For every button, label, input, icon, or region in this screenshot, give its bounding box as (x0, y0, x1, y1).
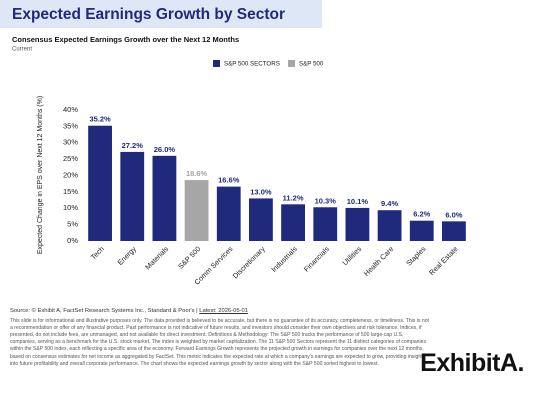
x-tick-label: Discretionary (231, 244, 267, 280)
y-tick-label: 40% (63, 105, 78, 114)
legend-swatch (288, 60, 295, 67)
value-label: 27.2% (122, 141, 144, 150)
legend-label: S&P 500 (299, 61, 324, 68)
x-tick-label: Financials (302, 244, 332, 274)
chart-title: Expected Earnings Growth by Sector (12, 6, 285, 23)
x-tick-label: Real Estate (427, 244, 460, 277)
chart: Expected Earnings Growth by Sector Conse… (0, 0, 466, 287)
bar (377, 210, 402, 241)
logo: ExhibitA. (420, 349, 524, 377)
bar (88, 125, 112, 241)
title-banner (0, 0, 322, 28)
disclaimer: This slide is for informational and illu… (10, 318, 429, 367)
x-tick-label: Staples (404, 244, 428, 268)
value-label: 16.6% (218, 176, 240, 185)
y-tick-label: 35% (63, 121, 78, 130)
x-tick-label: Industrials (269, 244, 299, 274)
y-tick-label: 25% (63, 154, 78, 163)
value-label: 10.3% (315, 196, 337, 205)
source: Source: © Exhibit A, FactSet Research Sy… (10, 308, 430, 315)
y-tick-label: 0% (67, 236, 78, 245)
bar (313, 207, 338, 241)
bar (184, 180, 209, 241)
y-axis-label: Expected Change in EPS over Next 12 Mont… (37, 96, 44, 254)
y-tick-label: 20% (63, 170, 78, 179)
value-label: 10.1% (347, 197, 369, 206)
y-tick-label: 5% (67, 220, 78, 229)
value-label: 35.2% (89, 115, 111, 124)
bar (152, 155, 177, 241)
x-tick-label: Energy (116, 244, 139, 267)
bar (120, 151, 145, 241)
legend-label: S&P 500 SECTORS (224, 61, 280, 68)
footer: Source: © Exhibit A, FactSet Research Sy… (10, 308, 430, 368)
value-label: 6.0% (445, 210, 462, 219)
bar (249, 198, 273, 241)
x-tick-label: Tech (89, 244, 106, 261)
source-text: Source: © Exhibit A, FactSet Research Sy… (10, 308, 200, 314)
y-tick-label: 30% (63, 138, 78, 147)
x-tick-label: Utilities (340, 244, 363, 267)
latest-date: Latest: 2026-05-01 (199, 308, 248, 314)
value-label: 11.2% (283, 193, 304, 202)
chart-subtitle: Consensus Expected Earnings Growth over … (12, 35, 239, 44)
bar (442, 221, 466, 241)
y-tick-label: 10% (63, 203, 78, 212)
bar (409, 220, 434, 241)
y-tick-label: 15% (63, 187, 78, 196)
value-label: 9.4% (381, 199, 398, 208)
value-label: 18.6% (186, 169, 208, 178)
x-tick-label: S&P 500 (176, 244, 202, 270)
bar (216, 186, 241, 241)
x-tick-label: Health Care (362, 244, 395, 277)
legend-swatch (213, 60, 220, 67)
chart-note: Current (12, 47, 32, 53)
x-tick-label: Materials (143, 244, 170, 271)
bar (345, 207, 370, 241)
value-label: 6.2% (413, 210, 430, 219)
value-label: 13.0% (250, 187, 272, 196)
bar (281, 204, 305, 241)
value-label: 26.0% (154, 145, 176, 154)
